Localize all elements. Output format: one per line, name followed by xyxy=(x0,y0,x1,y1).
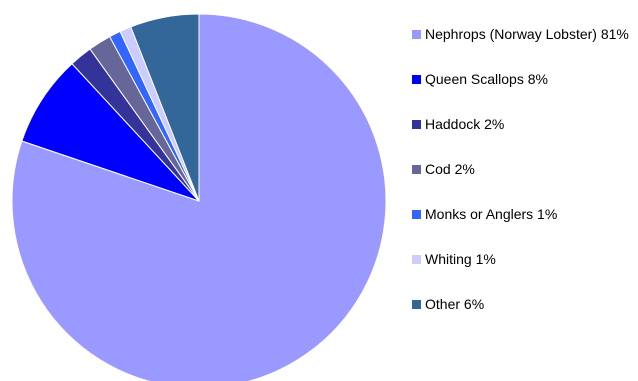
legend-item: Other 6% xyxy=(412,296,635,313)
legend-item: Haddock 2% xyxy=(412,116,635,133)
legend-item: Queen Scallops 8% xyxy=(412,71,635,88)
legend-swatch xyxy=(412,165,421,174)
legend-item: Cod 2% xyxy=(412,161,635,178)
legend-item: Monks or Anglers 1% xyxy=(412,206,635,223)
legend-swatch xyxy=(412,255,421,264)
legend-swatch xyxy=(412,75,421,84)
legend-label: Queen Scallops 8% xyxy=(425,71,548,87)
legend-item: Nephrops (Norway Lobster) 81% xyxy=(412,26,635,43)
pie-slices xyxy=(11,13,387,381)
pie-slice xyxy=(130,13,200,202)
legend-label: Whiting 1% xyxy=(425,251,496,267)
legend-item: Whiting 1% xyxy=(412,251,635,268)
legend-swatch xyxy=(412,30,421,39)
legend-swatch xyxy=(412,300,421,309)
legend-label: Haddock 2% xyxy=(425,116,505,132)
legend-label: Monks or Anglers 1% xyxy=(425,206,558,222)
legend-label: Other 6% xyxy=(425,296,485,312)
legend-label: Nephrops (Norway Lobster) 81% xyxy=(425,26,629,42)
legend-swatch xyxy=(412,120,421,129)
legend-label: Cod 2% xyxy=(425,161,475,177)
pie-slice xyxy=(21,63,200,202)
legend-swatch xyxy=(412,210,421,219)
